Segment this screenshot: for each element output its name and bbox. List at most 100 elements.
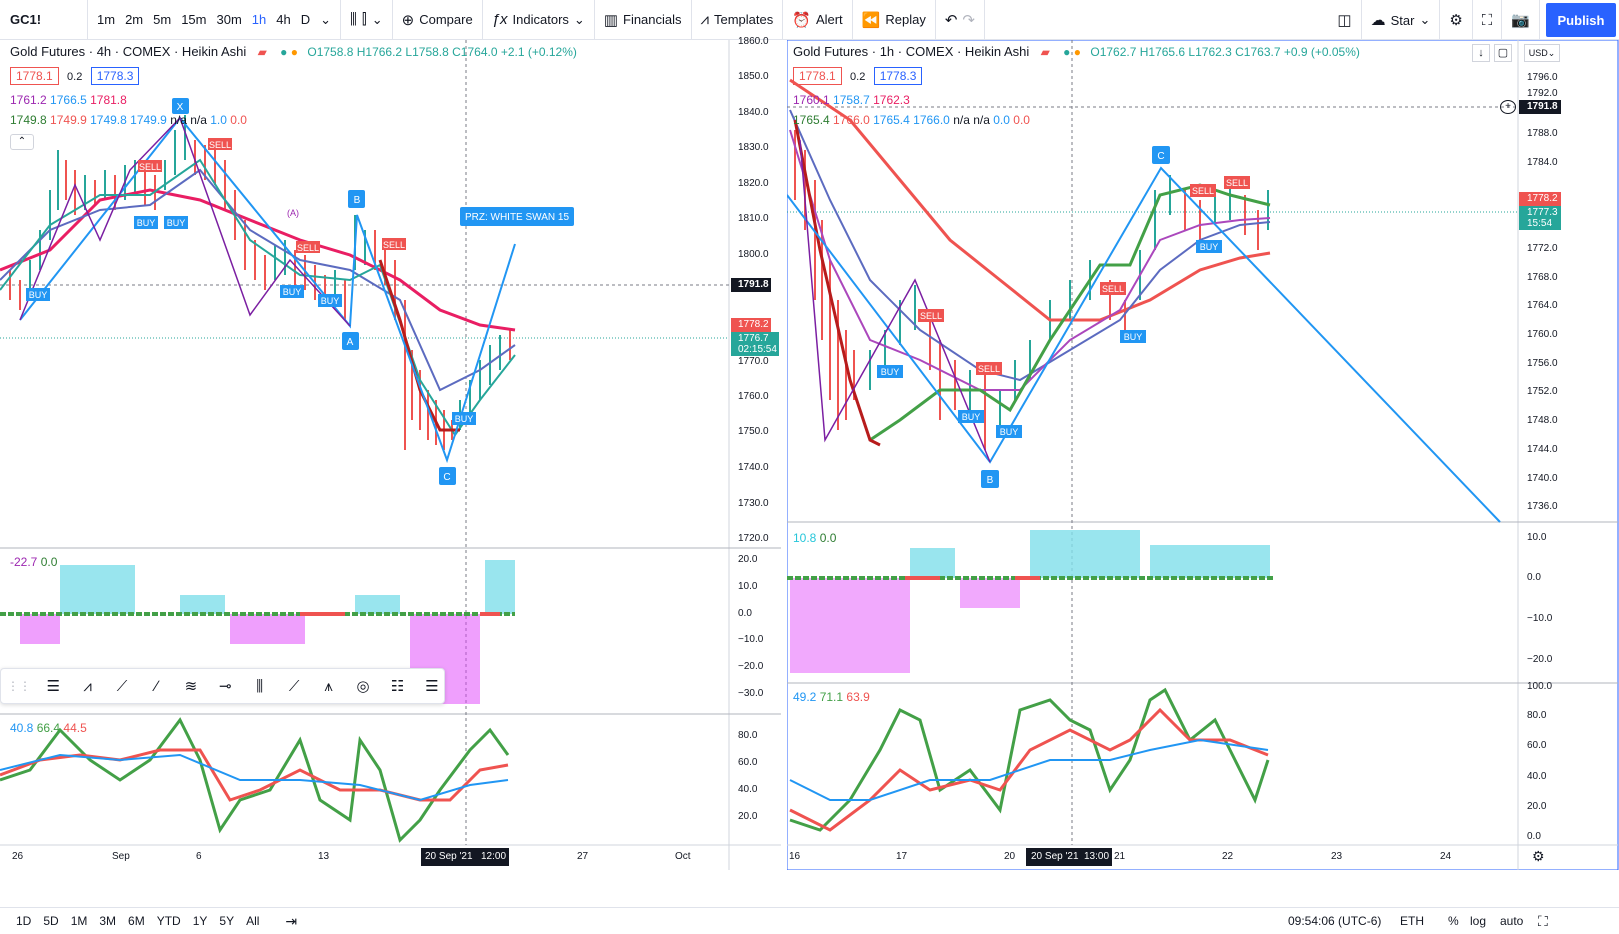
time-axis-label: Sep	[112, 851, 130, 862]
crosshair-time-label: 12:00	[481, 851, 507, 862]
compare-button[interactable]: ⊕ Compare	[393, 0, 483, 40]
abcd-pattern-icon[interactable]: ⟋	[116, 677, 128, 695]
xabcd-pattern-icon[interactable]: ⩘	[83, 677, 92, 695]
bottom-toolbar: 1D 5D 1M 3M 6M YTD 1Y 5Y All ⇥ 09:54:06 …	[0, 907, 1619, 934]
macd-axis-label: −30.0	[738, 688, 764, 699]
alert-button[interactable]: ⏰ Alert	[783, 0, 853, 40]
line-icon[interactable]: ⟋	[288, 677, 300, 695]
collapse-legend-button[interactable]: ⌃	[10, 134, 34, 150]
range-5D[interactable]: 5D	[43, 914, 59, 928]
left-chart-canvas[interactable]: X A B C PRZ: WHITE SWAN 15 SELL SELL SEL…	[0, 40, 781, 870]
ask-price[interactable]: 1778.3	[90, 67, 140, 85]
range-All[interactable]: All	[246, 914, 260, 928]
replay-button[interactable]: ⏪ Replay	[853, 0, 936, 40]
right-axis-label: 1760.0	[1527, 329, 1558, 340]
arrow-down-icon[interactable]: ↓	[1472, 44, 1490, 62]
fib-icon[interactable]: ≋	[184, 678, 198, 695]
auto-toggle[interactable]: auto	[1500, 914, 1524, 928]
clock-label[interactable]: 09:54:06 (UTC-6)	[1288, 914, 1382, 928]
bid-price[interactable]: 1778.1	[793, 67, 842, 85]
goto-date-icon[interactable]: ⇥	[285, 912, 298, 929]
right-chart-canvas[interactable]: C B SELL SELL SELL SELL SELL BUY BUY BUY…	[787, 40, 1619, 870]
vertical-lines-icon[interactable]: ⫼	[256, 677, 264, 695]
redo-icon[interactable]: ↷	[962, 11, 975, 29]
star-button[interactable]: ☁ Star ⌄	[1362, 0, 1441, 40]
snapshot-button[interactable]: 📷	[1502, 0, 1540, 40]
session-label[interactable]: ETH	[1400, 914, 1424, 928]
left-axis-label: 1810.0	[738, 213, 769, 224]
range-6M[interactable]: 6M	[128, 914, 145, 928]
symbol-search[interactable]: GC1!	[0, 0, 88, 40]
fullscreen-button[interactable]: ⛶	[1473, 0, 1503, 40]
left-bid-ask: 1778.1 0.2 1778.3	[10, 67, 140, 85]
ask-price[interactable]: 1778.3	[873, 67, 923, 85]
layout-icon: ◫	[1337, 12, 1352, 29]
publish-button[interactable]: Publish	[1546, 3, 1616, 37]
fullscreen-icon: ⛶	[1481, 11, 1493, 29]
range-3M[interactable]: 3M	[99, 914, 117, 928]
maximize-icon[interactable]: ▢	[1494, 44, 1512, 62]
alarm-clock-icon: ⏰	[792, 11, 811, 29]
head-shoulders-icon[interactable]: ⩚	[324, 677, 333, 695]
time-axis-label: 13	[318, 851, 330, 862]
ind-value: n/a	[170, 113, 187, 127]
right-ohlc: O1762.7 H1765.6 L1762.3 C1763.7 +0.9 (+0…	[1090, 45, 1360, 59]
templates-button[interactable]: ⩘ Templates	[692, 0, 784, 40]
left-chart-title[interactable]: Gold Futures · 4h · COMEX · Heikin Ashi	[10, 44, 247, 59]
horizontal-lines-icon[interactable]: ☰	[46, 678, 60, 695]
buy-signal: BUY	[29, 290, 48, 300]
bar-type-button[interactable]: ⫼ ⫿ ⌄	[341, 0, 393, 40]
indicators-button[interactable]: ƒx Indicators ⌄	[483, 0, 595, 40]
interval-5m[interactable]: 5m	[153, 12, 172, 27]
publish-label: Publish	[1557, 12, 1605, 28]
log-toggle[interactable]: log	[1470, 914, 1487, 928]
add-alert-icon[interactable]: +	[1500, 100, 1516, 114]
settings-button[interactable]: ⚙	[1440, 0, 1473, 40]
buy-signal: BUY	[321, 296, 340, 306]
drag-handle-icon[interactable]: ⋮⋮	[7, 679, 31, 693]
ind-value: 1749.9	[50, 113, 87, 127]
macd-axis-label: −20.0	[1527, 654, 1553, 665]
fullscreen-icon[interactable]: ⛶	[1538, 912, 1548, 929]
macd-axis-label: 0.0	[1527, 572, 1541, 583]
range-1M[interactable]: 1M	[70, 914, 88, 928]
rewind-icon: ⏪	[861, 11, 881, 29]
interval-1m[interactable]: 1m	[97, 12, 116, 27]
interval-4h[interactable]: 4h	[276, 12, 291, 27]
left-ohlc: O1758.8 H1766.2 L1758.8 C1764.0 +2.1 (+0…	[307, 45, 577, 59]
parallel-channel-icon[interactable]: ☰	[425, 678, 439, 695]
ind-value: 0.0	[230, 113, 247, 127]
buy-signal: BUY	[1000, 427, 1019, 437]
horizontal-ray-icon[interactable]: ⊸	[219, 678, 232, 695]
range-1Y[interactable]: 1Y	[192, 914, 208, 928]
range-5Y[interactable]: 5Y	[219, 914, 235, 928]
interval-15m[interactable]: 15m	[181, 12, 207, 27]
right-chart-title[interactable]: Gold Futures · 1h · COMEX · Heikin Ashi	[793, 44, 1030, 59]
indicators-label: Indicators	[512, 12, 569, 27]
financials-button[interactable]: ▥ Financials	[595, 0, 692, 40]
bid-price[interactable]: 1778.1	[10, 67, 59, 85]
percent-toggle[interactable]: %	[1448, 914, 1459, 928]
interval-D[interactable]: D	[300, 12, 311, 27]
fib-channel-icon[interactable]: ☷	[390, 678, 405, 695]
undo-icon[interactable]: ↶	[944, 11, 958, 29]
time-axis-label: 6	[196, 851, 202, 862]
interval-dropdown-icon[interactable]: ⌄	[320, 11, 332, 27]
buy-signal: BUY	[137, 218, 156, 228]
sell-signal: SELL	[1192, 186, 1214, 196]
trend-line-icon[interactable]: ∕	[155, 677, 158, 695]
layout-button[interactable]: ◫	[1328, 0, 1362, 40]
left-rsi-legend: 40.8 66.4 44.5	[10, 721, 87, 735]
right-bid-ask: 1778.1 0.2 1778.3	[793, 67, 923, 85]
range-YTD[interactable]: YTD	[156, 914, 181, 928]
range-1D[interactable]: 1D	[16, 914, 32, 928]
currency-select[interactable]: USD⌄	[1524, 44, 1560, 62]
financials-icon: ▥	[603, 11, 618, 29]
interval-2m[interactable]: 2m	[125, 12, 144, 27]
right-axis-label: 1740.0	[1527, 473, 1558, 484]
chart-settings-icon[interactable]: ⚙	[1532, 848, 1545, 864]
interval-30m[interactable]: 30m	[216, 12, 242, 27]
gann-icon[interactable]: ◎	[356, 678, 370, 695]
rsi-value: 49.2	[793, 690, 817, 704]
interval-1h[interactable]: 1h	[251, 12, 267, 27]
